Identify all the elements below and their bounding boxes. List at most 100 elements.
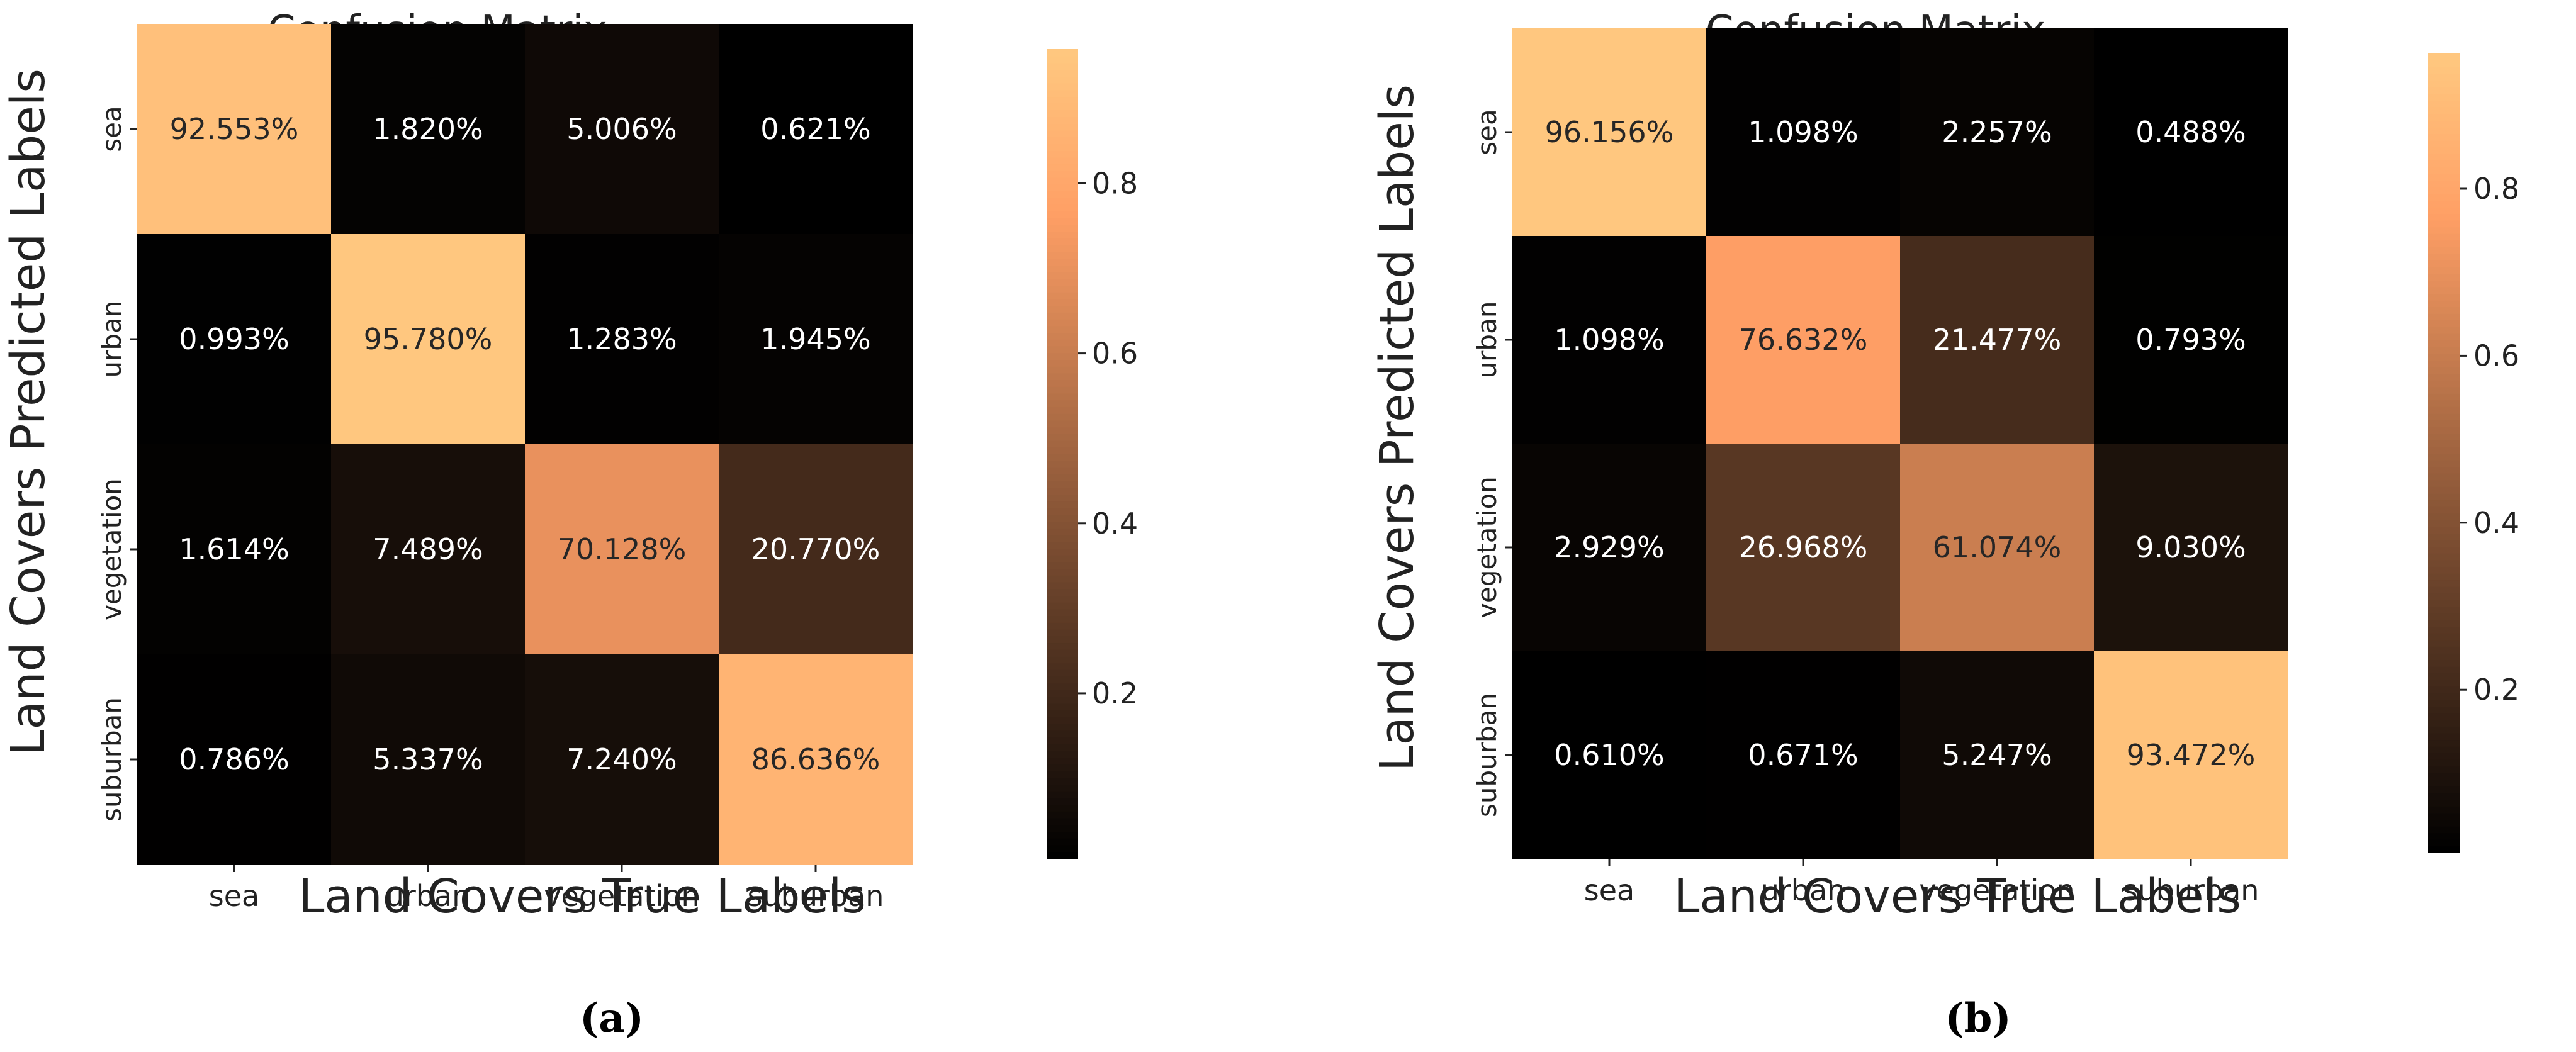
cell-value-label: 5.006% bbox=[566, 112, 677, 146]
colorbar-segment bbox=[2428, 439, 2460, 447]
colorbar-segment bbox=[2428, 313, 2460, 321]
colorbar-segment bbox=[2428, 799, 2460, 807]
colorbar-segment bbox=[1047, 137, 1078, 145]
colorbar-segment bbox=[2428, 652, 2460, 661]
colorbar-segment bbox=[1047, 507, 1078, 515]
colorbar-segment bbox=[1047, 433, 1078, 441]
x-tick-label: urban bbox=[1761, 873, 1846, 907]
colorbar-segment bbox=[1047, 325, 1078, 333]
colorbar-segment bbox=[1047, 372, 1078, 381]
colorbar-segment bbox=[2428, 186, 2460, 194]
colorbar-segment bbox=[2428, 659, 2460, 667]
colorbar-segment bbox=[1047, 170, 1078, 178]
heatmap-cell bbox=[719, 24, 913, 235]
x-tick-label: sea bbox=[209, 879, 259, 913]
colorbar-segment bbox=[2428, 593, 2460, 600]
heatmap-cell bbox=[331, 24, 526, 235]
colorbar: 0.2 0.4 0.6 0.8 bbox=[2428, 53, 2519, 853]
colorbar-segment bbox=[2428, 673, 2460, 680]
colorbar-segment bbox=[1047, 298, 1078, 306]
colorbar-segment bbox=[2428, 366, 2460, 374]
colorbar-segment bbox=[1047, 696, 1078, 704]
colorbar-segment bbox=[2428, 566, 2460, 574]
colorbar-segment bbox=[2428, 260, 2460, 267]
colorbar-segment bbox=[2428, 519, 2460, 527]
colorbar-segment bbox=[1047, 447, 1078, 454]
colorbar-segment bbox=[1047, 851, 1078, 859]
colorbar-segment bbox=[2428, 479, 2460, 487]
colorbar-tick-label: 0.6 bbox=[1092, 337, 1138, 371]
colorbar-segment bbox=[2428, 113, 2460, 121]
heatmap-cell bbox=[1900, 28, 2095, 237]
colorbar-segment bbox=[2428, 632, 2460, 641]
colorbar-segment bbox=[2428, 100, 2460, 108]
colorbar-segment bbox=[2428, 746, 2460, 754]
cell-value-label: 1.098% bbox=[1554, 323, 1664, 357]
colorbar-segment bbox=[2428, 373, 2460, 381]
colorbar-segment bbox=[1047, 837, 1078, 846]
heatmap-cell-labels: 92.553% 1.820% 5.006% 0.621% 0.993% 95.780% 1.… bbox=[170, 112, 880, 776]
colorbar-segment bbox=[2428, 773, 2460, 780]
colorbar-segment bbox=[2428, 227, 2460, 234]
colorbar-segment bbox=[1047, 231, 1078, 239]
panel-caption-a: (a) bbox=[580, 995, 644, 1042]
colorbar-tick-label: 0.4 bbox=[1092, 506, 1138, 540]
colorbar-segment bbox=[2428, 666, 2460, 674]
colorbar-segment bbox=[1047, 817, 1078, 825]
colorbar-segment bbox=[1047, 629, 1078, 637]
colorbar-segment bbox=[2428, 386, 2460, 394]
colorbar-segment bbox=[1047, 177, 1078, 185]
panel-caption-b: (b) bbox=[1945, 995, 2011, 1042]
colorbar-segment bbox=[2428, 559, 2460, 567]
colorbar-segment bbox=[2428, 153, 2460, 161]
colorbar-segment bbox=[1047, 69, 1078, 77]
colorbar-segment bbox=[1047, 49, 1078, 57]
colorbar-segment bbox=[2428, 486, 2460, 494]
colorbar-segment bbox=[1047, 164, 1078, 171]
y-axis-label: Land Covers Predicted Labels bbox=[1370, 84, 1424, 771]
cell-value-label: 0.621% bbox=[760, 112, 870, 146]
x-tick-labels: sea urban vegetation suburban bbox=[1584, 859, 2259, 907]
colorbar-segment bbox=[2428, 699, 2460, 707]
y-tick-labels: sea urban vegetation suburban bbox=[96, 106, 137, 822]
colorbar-segment bbox=[2428, 513, 2460, 520]
colorbar-segment bbox=[2428, 80, 2460, 87]
colorbar-segment bbox=[2428, 839, 2460, 847]
cell-value-label: 61.074% bbox=[1933, 530, 2062, 564]
colorbar-segment bbox=[2428, 646, 2460, 654]
colorbar-segment bbox=[1047, 191, 1078, 198]
colorbar-segment bbox=[2428, 606, 2460, 613]
cell-value-label: 96.156% bbox=[1545, 115, 1674, 149]
colorbar-segment bbox=[1047, 345, 1078, 354]
y-tick-label: urban bbox=[1471, 301, 1502, 379]
y-tick-label: sea bbox=[96, 106, 127, 152]
colorbar-segment bbox=[1047, 635, 1078, 644]
colorbar-tick-label: 0.6 bbox=[2473, 339, 2519, 372]
colorbar-segment bbox=[1047, 669, 1078, 677]
x-tick-label: suburban bbox=[748, 879, 884, 913]
colorbar-segment bbox=[1047, 703, 1078, 711]
colorbar-segment bbox=[2428, 246, 2460, 254]
x-axis-label: Land Covers True Labels bbox=[1673, 870, 2241, 924]
colorbar-segment bbox=[2428, 193, 2460, 201]
colorbar-segment bbox=[2428, 299, 2460, 308]
x-tick-label: vegetation bbox=[1919, 873, 2074, 907]
heatmap-cell bbox=[525, 24, 719, 235]
colorbar-segment bbox=[2428, 453, 2460, 461]
colorbar-segment bbox=[1047, 251, 1078, 259]
colorbar-segment bbox=[1047, 440, 1078, 448]
colorbar-segment bbox=[1047, 352, 1078, 360]
colorbar-segment bbox=[2428, 93, 2460, 101]
colorbar-segment bbox=[2428, 613, 2460, 620]
colorbar-segment bbox=[2428, 359, 2460, 367]
y-tick-label: suburban bbox=[1471, 693, 1502, 817]
colorbar-segment bbox=[1047, 514, 1078, 522]
colorbar-segment bbox=[1047, 615, 1078, 623]
colorbar-segment bbox=[1047, 723, 1078, 731]
colorbar-segment bbox=[2428, 732, 2460, 741]
colorbar-segment bbox=[2428, 599, 2460, 607]
cell-value-label: 21.477% bbox=[1933, 323, 2062, 357]
colorbar-segment bbox=[2428, 166, 2460, 174]
heatmap-cell bbox=[2094, 236, 2288, 444]
heatmap-cell bbox=[525, 234, 719, 445]
